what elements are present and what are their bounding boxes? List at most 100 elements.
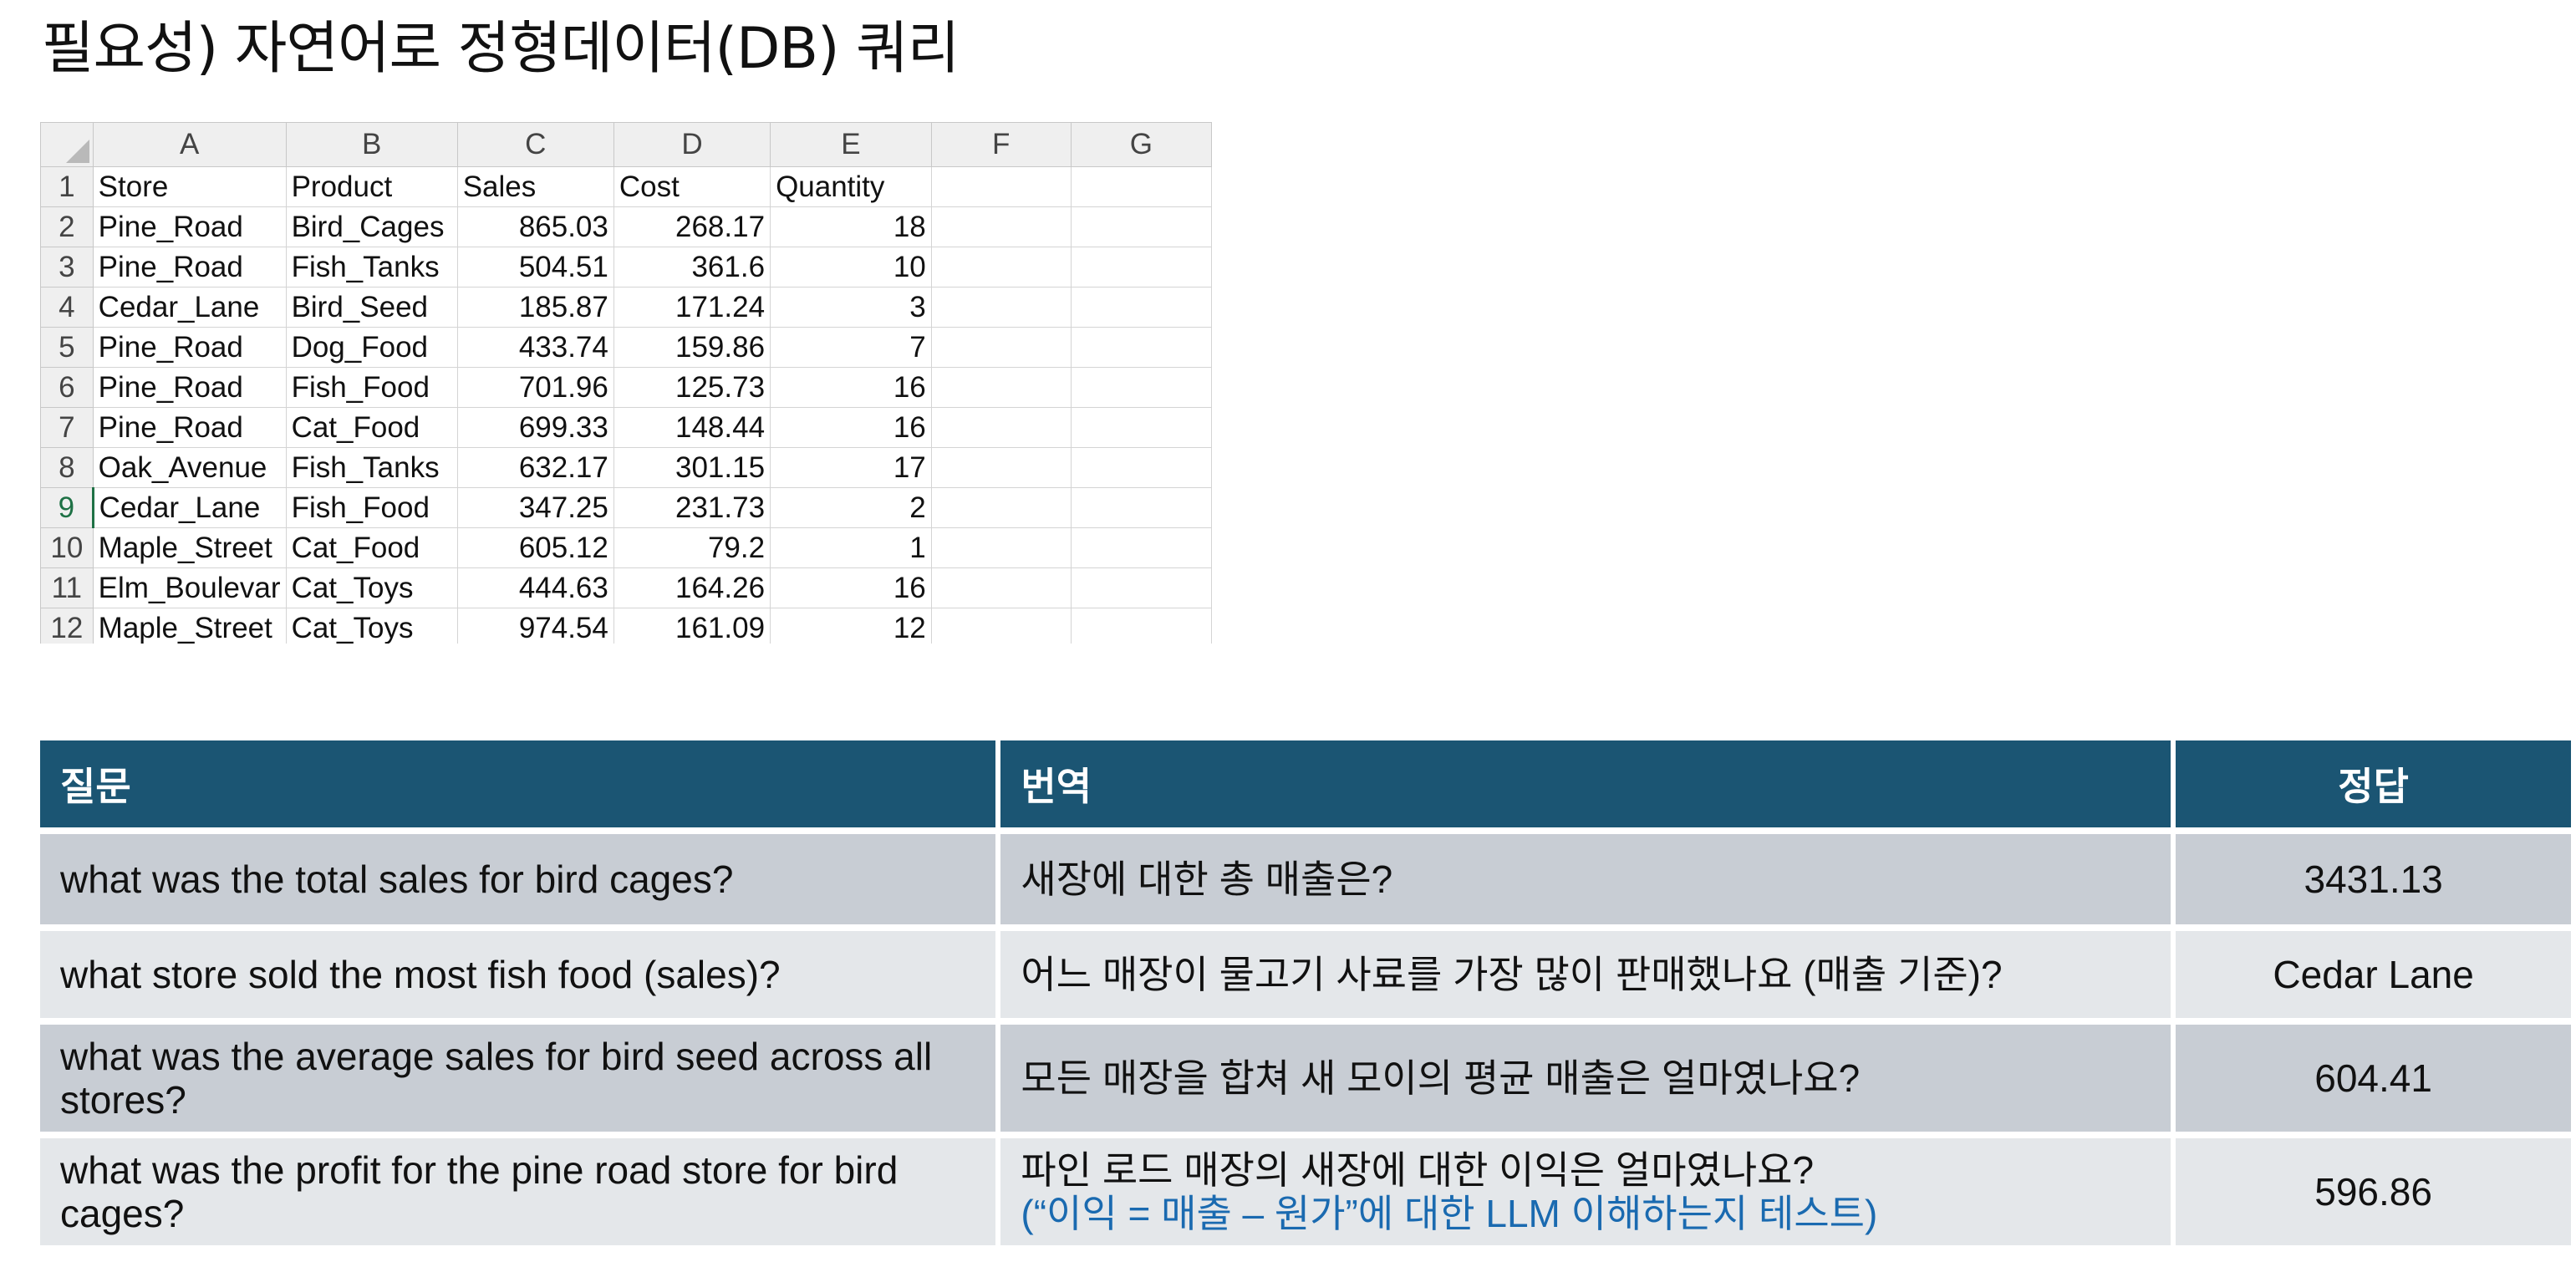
cell-d6[interactable]: 125.73 (613, 367, 771, 408)
cell-c3[interactable]: 504.51 (456, 247, 614, 288)
cell-g8[interactable] (1070, 447, 1212, 488)
cell-b2[interactable]: Bird_Cages (285, 206, 458, 247)
cell-f11[interactable] (930, 567, 1072, 608)
row-header[interactable]: 4 (40, 287, 94, 328)
cell-g10[interactable] (1070, 527, 1212, 568)
cell-d12[interactable]: 161.09 (613, 608, 771, 644)
cell-c8[interactable]: 632.17 (456, 447, 614, 488)
column-header-d[interactable]: D (613, 122, 771, 167)
cell-g7[interactable] (1070, 407, 1212, 448)
cell-e7[interactable]: 16 (770, 407, 932, 448)
cell-e4[interactable]: 3 (770, 287, 932, 328)
cell-a8[interactable]: Oak_Avenue (92, 447, 287, 488)
row-header[interactable]: 12 (40, 608, 94, 644)
cell-g4[interactable] (1070, 287, 1212, 328)
cell-a12[interactable]: Maple_Street (92, 608, 287, 644)
cell-f6[interactable] (930, 367, 1072, 408)
cell-a7[interactable]: Pine_Road (92, 407, 287, 448)
cell-b9[interactable]: Fish_Food (285, 487, 458, 528)
spreadsheet[interactable]: A B C D E F G 1 Store Product Sales Cost Quan… (40, 122, 1212, 644)
cell-f12[interactable] (930, 608, 1072, 644)
cell-c2[interactable]: 865.03 (456, 206, 614, 247)
cell-g5[interactable] (1070, 327, 1212, 368)
cell-c5[interactable]: 433.74 (456, 327, 614, 368)
cell-g12[interactable] (1070, 608, 1212, 644)
cell-d5[interactable]: 159.86 (613, 327, 771, 368)
cell-b3[interactable]: Fish_Tanks (285, 247, 458, 288)
row-header[interactable]: 3 (40, 247, 94, 288)
cell-c12[interactable]: 974.54 (456, 608, 614, 644)
cell-g6[interactable] (1070, 367, 1212, 408)
row-header[interactable]: 10 (40, 527, 94, 568)
cell-a1[interactable]: Store (92, 166, 287, 207)
cell-g11[interactable] (1070, 567, 1212, 608)
cell-g3[interactable] (1070, 247, 1212, 288)
cell-g2[interactable] (1070, 206, 1212, 247)
cell-b4[interactable]: Bird_Seed (285, 287, 458, 328)
row-header[interactable]: 5 (40, 327, 94, 368)
cell-d2[interactable]: 268.17 (613, 206, 771, 247)
cell-e2[interactable]: 18 (770, 206, 932, 247)
cell-b5[interactable]: Dog_Food (285, 327, 458, 368)
cell-e6[interactable]: 16 (770, 367, 932, 408)
cell-e12[interactable]: 12 (770, 608, 932, 644)
row-header[interactable]: 9 (40, 487, 94, 528)
cell-f7[interactable] (930, 407, 1072, 448)
cell-f8[interactable] (930, 447, 1072, 488)
cell-a4[interactable]: Cedar_Lane (92, 287, 287, 328)
column-header-f[interactable]: F (930, 122, 1072, 167)
column-header-c[interactable]: C (456, 122, 614, 167)
cell-e3[interactable]: 10 (770, 247, 932, 288)
column-header-g[interactable]: G (1070, 122, 1212, 167)
cell-g9[interactable] (1070, 487, 1212, 528)
cell-f10[interactable] (930, 527, 1072, 568)
cell-b6[interactable]: Fish_Food (285, 367, 458, 408)
cell-a6[interactable]: Pine_Road (92, 367, 287, 408)
row-header[interactable]: 1 (40, 166, 94, 207)
cell-e8[interactable]: 17 (770, 447, 932, 488)
row-header[interactable]: 11 (40, 567, 94, 608)
cell-f9[interactable] (930, 487, 1072, 528)
cell-b1[interactable]: Product (285, 166, 458, 207)
cell-d10[interactable]: 79.2 (613, 527, 771, 568)
cell-d8[interactable]: 301.15 (613, 447, 771, 488)
cell-a2[interactable]: Pine_Road (92, 206, 287, 247)
cell-f2[interactable] (930, 206, 1072, 247)
row-header[interactable]: 7 (40, 407, 94, 448)
cell-d9[interactable]: 231.73 (613, 487, 771, 528)
cell-f1[interactable] (930, 166, 1072, 207)
cell-b11[interactable]: Cat_Toys (285, 567, 458, 608)
cell-b7[interactable]: Cat_Food (285, 407, 458, 448)
cell-c10[interactable]: 605.12 (456, 527, 614, 568)
cell-d3[interactable]: 361.6 (613, 247, 771, 288)
cell-e10[interactable]: 1 (770, 527, 932, 568)
cell-d4[interactable]: 171.24 (613, 287, 771, 328)
cell-a11[interactable]: Elm_Boulevar (92, 567, 287, 608)
row-header[interactable]: 8 (40, 447, 94, 488)
cell-f3[interactable] (930, 247, 1072, 288)
cell-d11[interactable]: 164.26 (613, 567, 771, 608)
cell-c1[interactable]: Sales (456, 166, 614, 207)
cell-b10[interactable]: Cat_Food (285, 527, 458, 568)
cell-a10[interactable]: Maple_Street (92, 527, 287, 568)
cell-a5[interactable]: Pine_Road (92, 327, 287, 368)
cell-c7[interactable]: 699.33 (456, 407, 614, 448)
cell-a3[interactable]: Pine_Road (92, 247, 287, 288)
column-header-e[interactable]: E (770, 122, 932, 167)
cell-e5[interactable]: 7 (770, 327, 932, 368)
cell-e9[interactable]: 2 (770, 487, 932, 528)
cell-d7[interactable]: 148.44 (613, 407, 771, 448)
cell-f4[interactable] (930, 287, 1072, 328)
cell-b8[interactable]: Fish_Tanks (285, 447, 458, 488)
cell-f5[interactable] (930, 327, 1072, 368)
cell-c9[interactable]: 347.25 (456, 487, 614, 528)
cell-c4[interactable]: 185.87 (456, 287, 614, 328)
cell-c6[interactable]: 701.96 (456, 367, 614, 408)
cell-b12[interactable]: Cat_Toys (285, 608, 458, 644)
column-header-b[interactable]: B (285, 122, 458, 167)
cell-a9[interactable]: Cedar_Lane (92, 487, 287, 528)
cell-e1[interactable]: Quantity (770, 166, 932, 207)
select-all-corner[interactable] (40, 122, 94, 167)
row-header[interactable]: 2 (40, 206, 94, 247)
cell-e11[interactable]: 16 (770, 567, 932, 608)
